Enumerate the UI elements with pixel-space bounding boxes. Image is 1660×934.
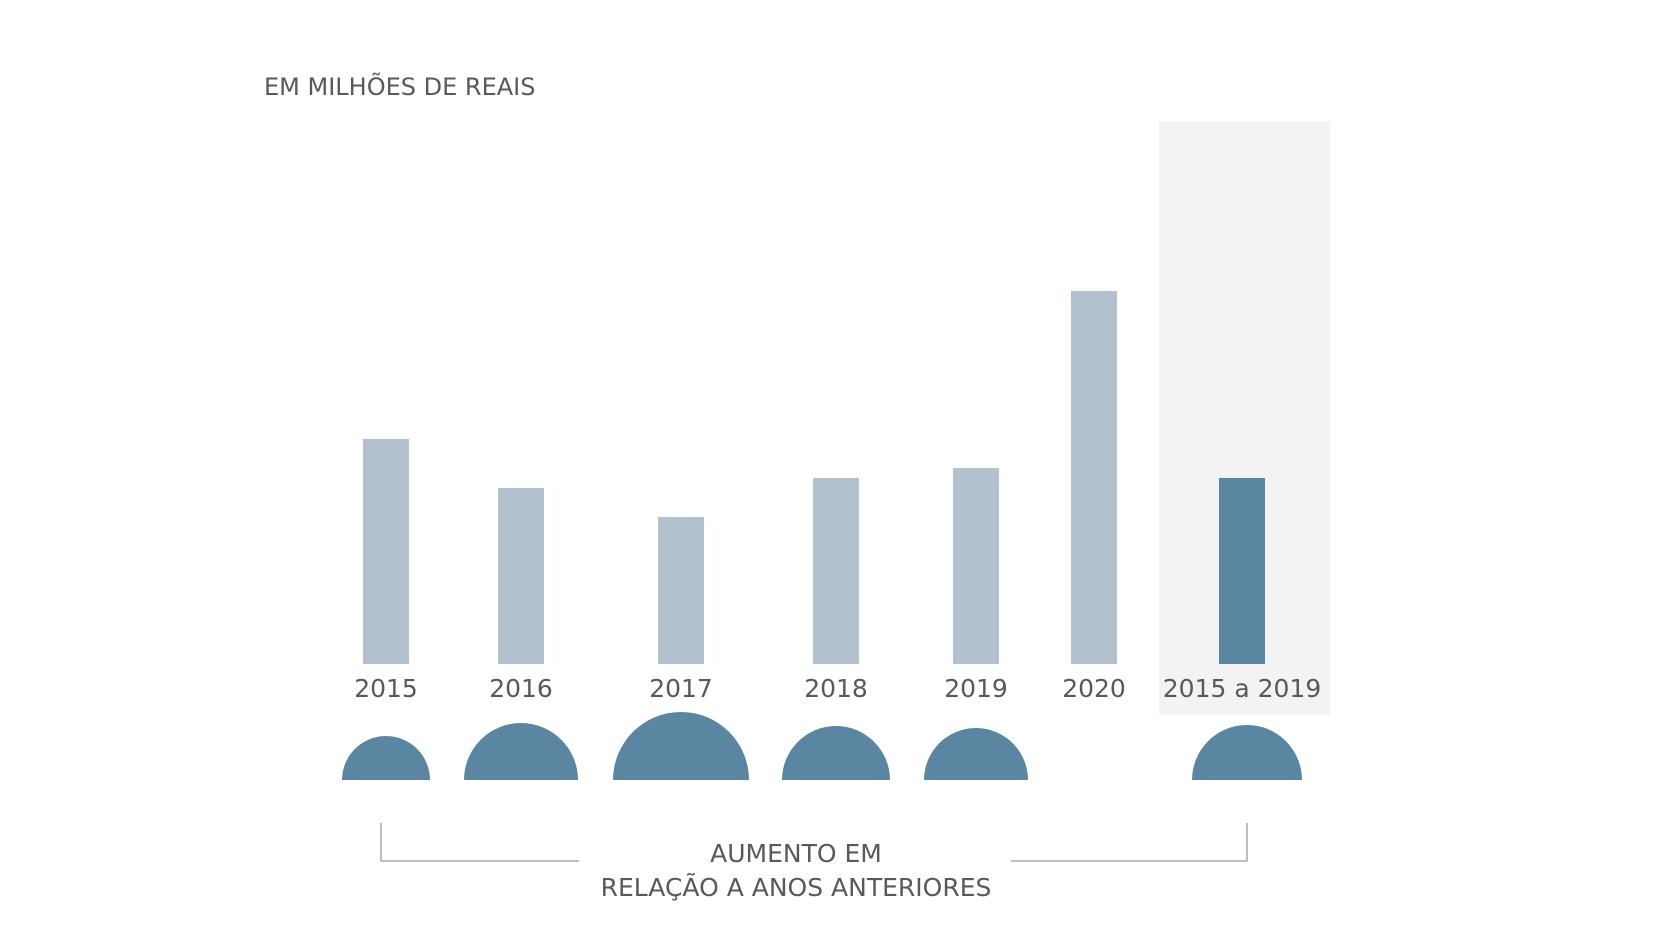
tick-label-2017: 2017 bbox=[649, 674, 713, 703]
increase-indicator-2015 bbox=[342, 736, 430, 780]
tick-label-2018: 2018 bbox=[804, 674, 868, 703]
bracket-line-left bbox=[380, 823, 579, 862]
tick-labels: 2015 2016 2017 2018 2019 2020 2015 a 2019 bbox=[354, 674, 1321, 703]
bar-2016 bbox=[498, 488, 544, 664]
tick-label-2020: 2020 bbox=[1062, 674, 1126, 703]
increase-indicators bbox=[342, 712, 1302, 780]
increase-indicator-2017 bbox=[613, 712, 749, 780]
tick-label-2019: 2019 bbox=[944, 674, 1008, 703]
bar-2017 bbox=[658, 517, 704, 664]
tick-label-2016: 2016 bbox=[489, 674, 553, 703]
bar-2015-a-2019 bbox=[1219, 478, 1265, 664]
increase-indicator-2019 bbox=[924, 728, 1028, 780]
increase-indicator-2016 bbox=[464, 723, 578, 780]
bar-2018 bbox=[813, 478, 859, 664]
bar-2015 bbox=[363, 439, 409, 664]
bracket-label-line-2: RELAÇÃO A ANOS ANTERIORES bbox=[601, 872, 992, 902]
bars bbox=[363, 291, 1265, 664]
bracket-label-line-1: AUMENTO EM bbox=[710, 839, 882, 868]
bracket-line-right bbox=[1011, 823, 1248, 862]
unit-label: EM MILHÕES DE REAIS bbox=[264, 71, 535, 101]
bar-2019 bbox=[953, 468, 999, 664]
bar-2020 bbox=[1071, 291, 1117, 664]
tick-label-2015: 2015 bbox=[354, 674, 418, 703]
increase-indicator-2018 bbox=[782, 726, 890, 780]
tick-label-2015-a-2019: 2015 a 2019 bbox=[1163, 674, 1321, 703]
increase-indicator-2015-a-2019 bbox=[1192, 725, 1302, 780]
